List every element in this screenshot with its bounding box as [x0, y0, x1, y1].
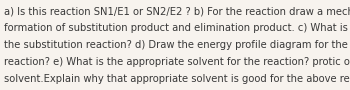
Text: formation of substitution product and elimination product. c) What is the rate l: formation of substitution product and el…: [4, 23, 350, 33]
Text: reaction? e) What is the appropriate solvent for the reaction? protic or aprotic: reaction? e) What is the appropriate sol…: [4, 57, 350, 67]
Text: solvent.Explain why that appropriate solvent is good for the above reaction?: solvent.Explain why that appropriate sol…: [4, 74, 350, 84]
Text: a) Is this reaction SN1/E1 or SN2/E2 ? b) For the reaction draw a mechanism for : a) Is this reaction SN1/E1 or SN2/E2 ? b…: [4, 6, 350, 16]
Text: the substitution reaction? d) Draw the energy profile diagram for the substituti: the substitution reaction? d) Draw the e…: [4, 40, 350, 50]
